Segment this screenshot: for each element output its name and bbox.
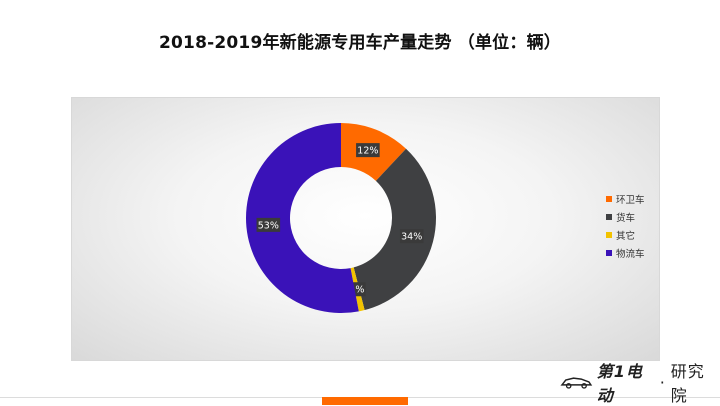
footer-accent-bar [322, 397, 408, 405]
legend-item-1: 货车 [606, 208, 666, 226]
svg-text:1%: 1% [349, 285, 364, 296]
legend-swatch [606, 250, 612, 256]
legend-label: 物流车 [616, 249, 645, 260]
legend-item-0: 环卫车 [606, 190, 666, 208]
chart-area: 12% 34% 1% 53% 环卫车货车其它物流车 [71, 97, 660, 361]
brand-logo: 第1电动 · 研究院 [560, 362, 720, 405]
donut-slice-3 [246, 123, 359, 313]
chart-title: 2018-2019年新能源专用车产量走势 （单位：辆） [158, 33, 561, 53]
brand-suffix: 研究院 [670, 362, 705, 405]
svg-text:34%: 34% [401, 232, 422, 243]
legend-label: 其它 [616, 231, 636, 242]
legend-swatch [606, 232, 612, 238]
donut-slice-label-3: 53% [256, 217, 281, 232]
chart-legend: 环卫车货车其它物流车 [606, 190, 666, 262]
donut-slice-label-1: 34% [399, 229, 424, 244]
brand-separator: · [659, 372, 665, 392]
legend-item-2: 其它 [606, 226, 666, 244]
svg-text:12%: 12% [357, 146, 378, 157]
donut-chart: 12% 34% 1% 53% [246, 123, 437, 313]
svg-text:53%: 53% [258, 220, 279, 231]
legend-label: 货车 [616, 213, 636, 224]
donut-slice-1 [353, 148, 437, 311]
donut-slice-label-0: 12% [356, 143, 380, 158]
car-icon [560, 377, 593, 389]
legend-swatch [606, 214, 612, 220]
legend-label: 环卫车 [616, 195, 645, 206]
legend-swatch [606, 196, 612, 202]
legend-item-3: 物流车 [606, 244, 666, 262]
brand-name: 第1电动 [596, 362, 643, 405]
